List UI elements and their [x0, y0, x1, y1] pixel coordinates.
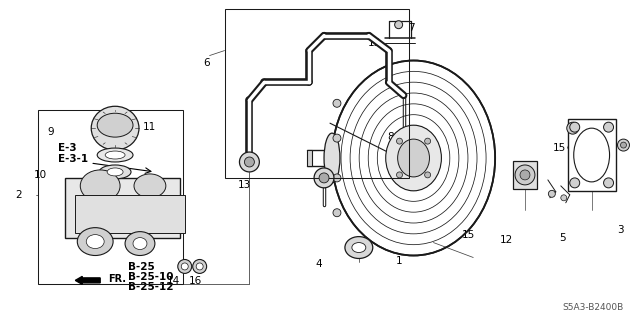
- Ellipse shape: [134, 174, 166, 198]
- Circle shape: [425, 172, 431, 178]
- Circle shape: [397, 138, 403, 144]
- Ellipse shape: [105, 151, 125, 159]
- Text: 1: 1: [396, 256, 402, 266]
- Circle shape: [333, 209, 341, 217]
- Ellipse shape: [107, 168, 123, 176]
- Text: 7: 7: [408, 23, 415, 33]
- Text: 8: 8: [387, 132, 394, 142]
- Circle shape: [386, 48, 391, 53]
- Ellipse shape: [520, 170, 530, 180]
- Bar: [76, 195, 185, 233]
- Text: 9: 9: [47, 127, 54, 137]
- Bar: [65, 178, 180, 238]
- Circle shape: [333, 134, 341, 142]
- Ellipse shape: [573, 128, 609, 182]
- Text: 16: 16: [189, 276, 202, 286]
- Ellipse shape: [324, 133, 340, 183]
- Circle shape: [604, 122, 614, 132]
- Circle shape: [548, 190, 556, 197]
- Text: 6: 6: [204, 57, 210, 68]
- Ellipse shape: [352, 242, 366, 253]
- Bar: [225, 9, 408, 178]
- Circle shape: [333, 174, 341, 182]
- Circle shape: [604, 178, 614, 188]
- Text: 11: 11: [143, 122, 157, 132]
- Text: 15: 15: [461, 230, 475, 240]
- Circle shape: [244, 157, 254, 167]
- Circle shape: [196, 263, 203, 270]
- Text: 13: 13: [238, 180, 251, 190]
- Ellipse shape: [77, 228, 113, 256]
- Text: 10: 10: [34, 170, 47, 180]
- Text: 4: 4: [316, 259, 323, 270]
- Circle shape: [395, 21, 403, 29]
- Ellipse shape: [133, 238, 147, 249]
- Circle shape: [193, 259, 207, 273]
- Text: 12: 12: [499, 234, 513, 245]
- Text: 13: 13: [368, 38, 381, 48]
- Text: S5A3-B2400B: S5A3-B2400B: [563, 303, 624, 312]
- Circle shape: [178, 259, 192, 273]
- Circle shape: [561, 195, 567, 201]
- Circle shape: [333, 99, 341, 107]
- Circle shape: [262, 80, 267, 85]
- Circle shape: [307, 80, 312, 85]
- Ellipse shape: [97, 148, 133, 162]
- Circle shape: [397, 172, 403, 178]
- Ellipse shape: [332, 61, 495, 256]
- Circle shape: [321, 33, 326, 38]
- Text: 5: 5: [559, 233, 566, 242]
- Circle shape: [570, 122, 580, 132]
- Ellipse shape: [97, 113, 133, 137]
- Text: FR.: FR.: [108, 274, 126, 284]
- Ellipse shape: [345, 237, 372, 258]
- Circle shape: [314, 168, 334, 188]
- Text: E-3-1: E-3-1: [58, 154, 88, 164]
- Circle shape: [567, 122, 579, 134]
- Circle shape: [239, 152, 259, 172]
- Ellipse shape: [86, 234, 104, 249]
- FancyArrow shape: [76, 276, 100, 284]
- Ellipse shape: [386, 125, 442, 191]
- Text: E-3: E-3: [58, 143, 77, 153]
- Ellipse shape: [397, 139, 429, 177]
- Bar: [513, 161, 537, 189]
- Bar: [38, 110, 183, 284]
- Text: B-25-10: B-25-10: [128, 272, 173, 282]
- Circle shape: [307, 48, 312, 53]
- Ellipse shape: [92, 106, 139, 150]
- Text: 15: 15: [553, 143, 566, 153]
- Text: 14: 14: [167, 276, 180, 286]
- Circle shape: [247, 98, 252, 103]
- Ellipse shape: [80, 170, 120, 202]
- Bar: [568, 119, 616, 191]
- Text: B-25-12: B-25-12: [128, 282, 173, 292]
- Circle shape: [366, 33, 371, 38]
- Ellipse shape: [515, 165, 535, 185]
- Circle shape: [181, 263, 188, 270]
- Text: B-25: B-25: [128, 263, 155, 272]
- Circle shape: [570, 178, 580, 188]
- Circle shape: [621, 142, 627, 148]
- Circle shape: [618, 139, 630, 151]
- Ellipse shape: [99, 165, 131, 179]
- Ellipse shape: [125, 232, 155, 256]
- Circle shape: [386, 80, 391, 85]
- Text: 3: 3: [618, 225, 624, 235]
- Text: 2: 2: [15, 190, 22, 200]
- Circle shape: [319, 173, 329, 183]
- Circle shape: [425, 138, 431, 144]
- Bar: [307, 150, 312, 166]
